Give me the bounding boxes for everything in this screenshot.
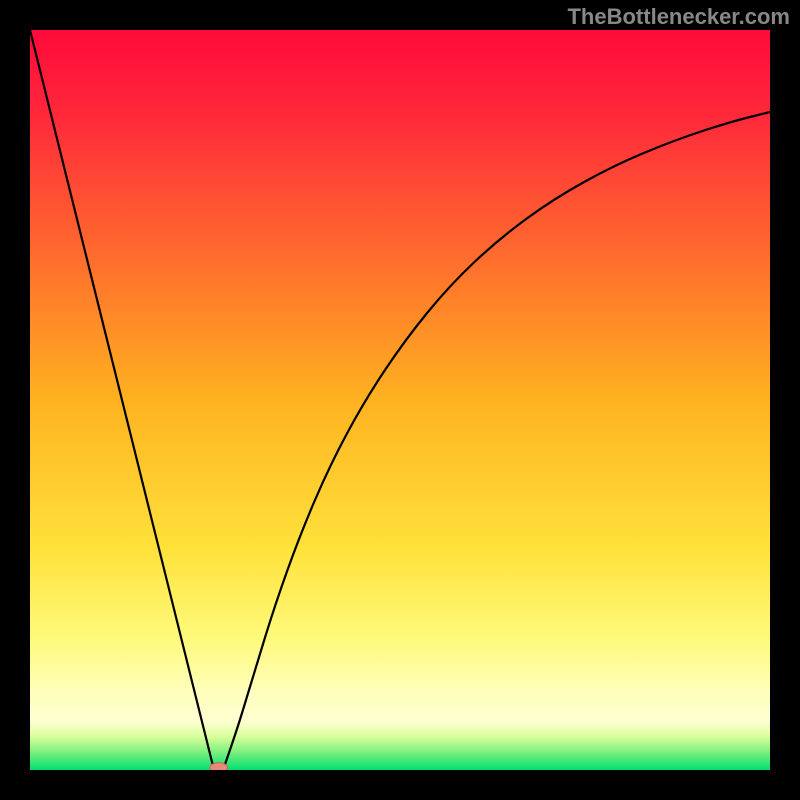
frame-right	[770, 0, 800, 800]
gradient-background	[30, 30, 770, 770]
bottleneck-chart	[0, 0, 800, 800]
watermark-text: TheBottlenecker.com	[567, 4, 790, 30]
frame-bottom	[0, 770, 800, 800]
frame-left	[0, 0, 30, 800]
chart-container: TheBottlenecker.com	[0, 0, 800, 800]
